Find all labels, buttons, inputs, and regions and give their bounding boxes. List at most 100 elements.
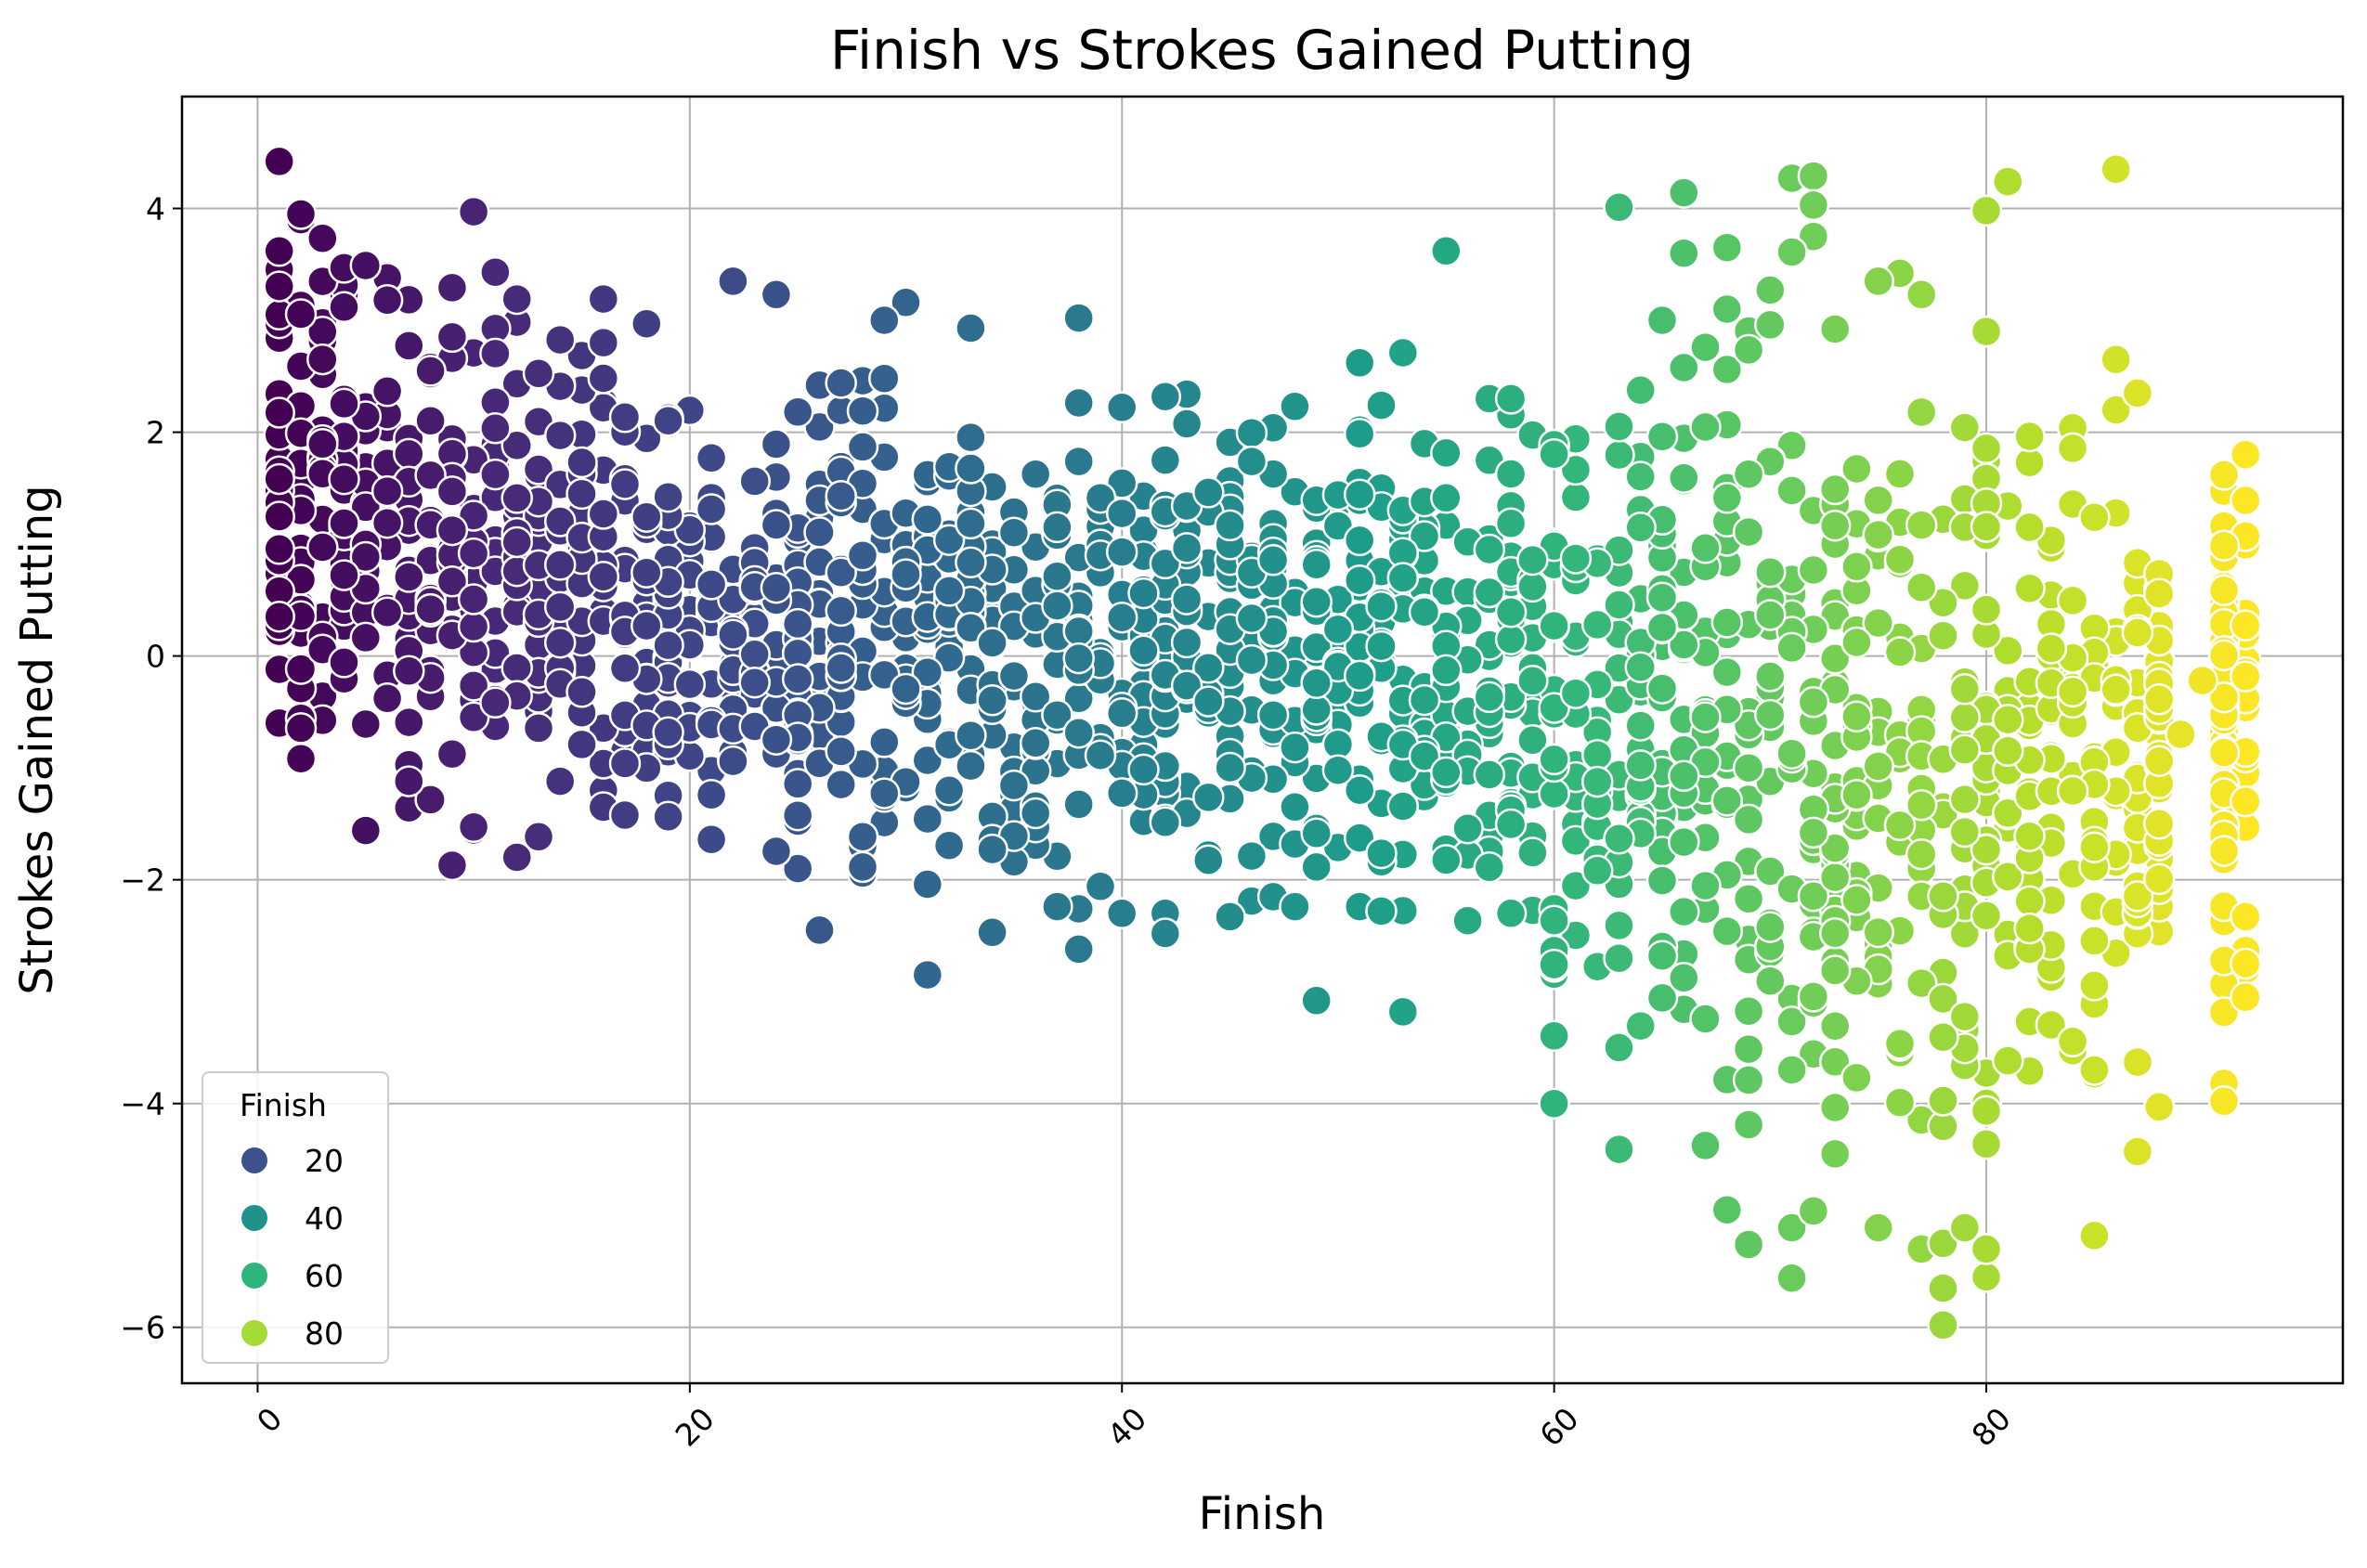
scatter-point (760, 279, 793, 311)
scatter-point (803, 914, 836, 947)
scatter-point (1732, 1064, 1765, 1096)
scatter-point (2207, 574, 2241, 607)
scatter-point (1797, 1195, 1830, 1227)
scatter-point (393, 561, 425, 593)
scatter-point (2078, 500, 2111, 534)
scatter-point (1386, 336, 1420, 369)
scatter-point (1883, 543, 1917, 576)
scatter-point (608, 798, 642, 832)
scatter-point (1494, 507, 1528, 540)
scatter-point (1365, 629, 1398, 663)
scatter-point (1580, 765, 1614, 798)
scatter-point (436, 737, 469, 771)
scatter-point (1689, 410, 1722, 444)
scatter-point (1927, 1084, 1959, 1117)
scatter-point (263, 500, 295, 533)
scatter-point (1343, 346, 1376, 380)
scatter-point (457, 195, 490, 228)
scatter-point (393, 706, 425, 739)
scatter-point (2035, 1008, 2068, 1042)
scatter-point (1645, 940, 1679, 972)
scatter-point (846, 395, 879, 427)
scatter-point (522, 821, 555, 853)
scatter-point (1905, 279, 1938, 311)
scatter-point (652, 628, 684, 662)
scatter-point (479, 255, 512, 289)
scatter-point (1970, 1261, 2003, 1293)
scatter-point (825, 479, 857, 512)
scatter-point (2078, 969, 2111, 1002)
scatter-point (349, 707, 383, 741)
scatter-point (1624, 709, 1657, 742)
scatter-point (2013, 420, 2046, 453)
scatter-point (1905, 571, 1938, 604)
x-tick-label: 60 (1532, 1400, 1585, 1453)
scatter-point (1235, 445, 1268, 478)
scatter-point (393, 330, 425, 362)
scatter-point (1775, 429, 1808, 462)
scatter-point (457, 610, 490, 643)
scatter-point (1451, 812, 1484, 845)
scatter-point (1451, 904, 1484, 937)
scatter-point (1603, 683, 1635, 716)
scatter-point (1797, 160, 1830, 192)
scatter-point (1235, 839, 1268, 873)
scatter-point (2100, 343, 2132, 376)
scatter-point (1041, 590, 1073, 622)
legend-marker (240, 1261, 269, 1290)
scatter-point (2100, 153, 2132, 186)
scatter-point (371, 375, 404, 408)
scatter-point (1062, 615, 1095, 648)
scatter-point (955, 421, 987, 454)
scatter-point (695, 493, 728, 525)
scatter-point (1754, 599, 1787, 631)
scatter-point (1862, 518, 1894, 551)
scatter-point (803, 410, 836, 444)
scatter-point (1624, 460, 1657, 493)
scatter-point (1170, 532, 1203, 564)
scatter-point (1668, 461, 1700, 494)
scatter-point (501, 482, 533, 514)
scatter-point (695, 823, 728, 856)
scatter-point (1279, 731, 1311, 764)
scatter-point (2207, 835, 2241, 867)
scatter-point (522, 453, 555, 486)
scatter-point (284, 712, 318, 745)
scatter-point (1754, 855, 1787, 888)
scatter-point (1689, 532, 1722, 564)
scatter-point (695, 778, 728, 811)
scatter-point (1645, 864, 1679, 897)
y-tick-label: 4 (146, 191, 165, 227)
scatter-point (1948, 411, 1982, 444)
scatter-point (1948, 783, 1982, 816)
scatter-point (1192, 685, 1225, 718)
scatter-point (1559, 481, 1593, 513)
scatter-point (1580, 608, 1614, 641)
scatter-point (1840, 700, 1873, 733)
scatter-point (1473, 533, 1506, 566)
scatter-point (652, 480, 684, 513)
scatter-point (1127, 577, 1160, 610)
scatter-point (1430, 482, 1463, 514)
x-tick-label: 40 (1100, 1400, 1153, 1453)
scatter-point (1970, 432, 2003, 465)
scatter-point (543, 626, 577, 659)
scatter-point (1818, 313, 1852, 345)
scatter-point (263, 462, 295, 496)
scatter-point (1754, 660, 1787, 693)
scatter-point (1300, 548, 1333, 581)
scatter-point (1559, 869, 1593, 902)
y-tick-label: −6 (120, 1310, 165, 1346)
scatter-point (1840, 452, 1873, 486)
scatter-point (1603, 410, 1635, 443)
scatter-point (2056, 432, 2089, 465)
scatter-point (1105, 777, 1138, 810)
scatter-point (1970, 511, 2003, 543)
scatter-point (436, 513, 469, 547)
scatter-point (1645, 304, 1679, 337)
scatter-point (760, 509, 793, 541)
scatter-point (717, 265, 749, 298)
scatter-point (1192, 652, 1225, 684)
scatter-point (1862, 606, 1894, 640)
scatter-point (1473, 758, 1506, 791)
